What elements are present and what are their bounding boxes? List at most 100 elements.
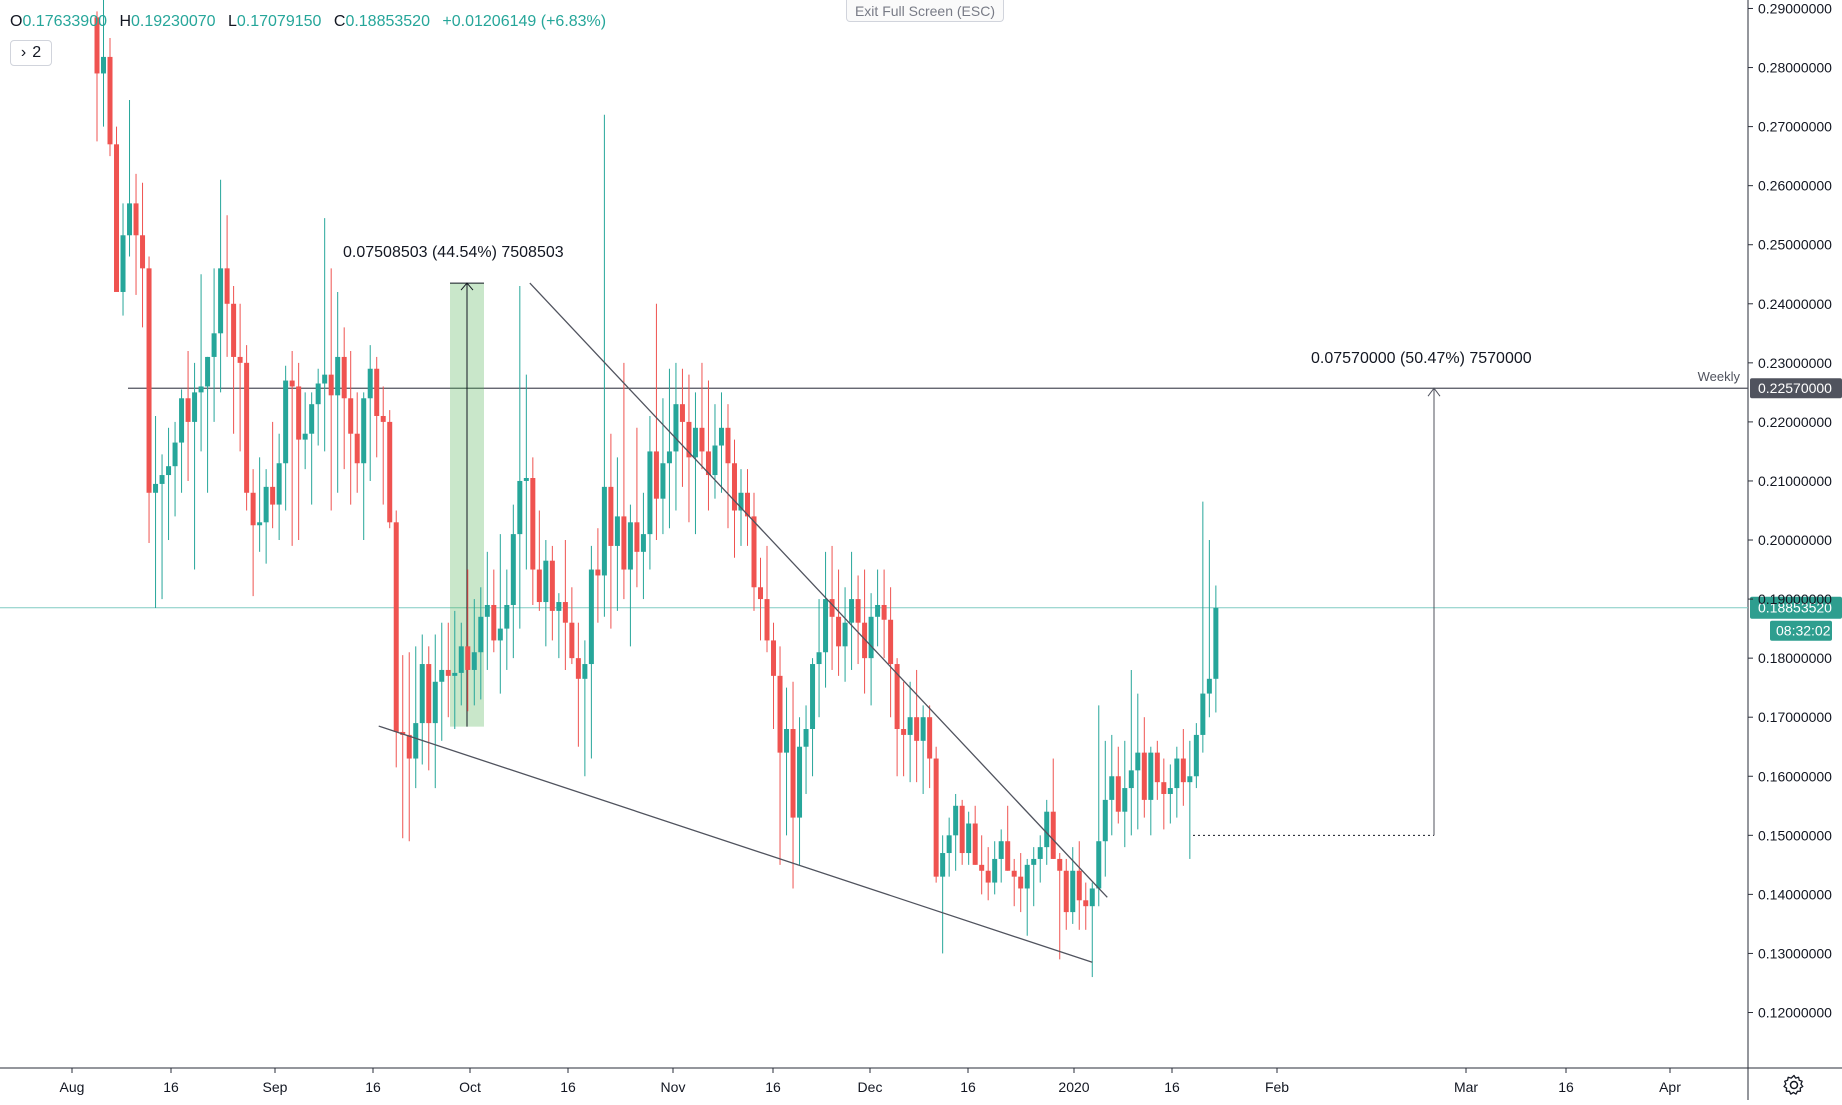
candle[interactable] — [1089, 882, 1095, 978]
candle[interactable] — [354, 392, 360, 493]
candle[interactable] — [400, 655, 406, 839]
candle[interactable] — [244, 345, 250, 511]
candle[interactable] — [907, 681, 913, 783]
candle[interactable] — [888, 587, 894, 718]
candle[interactable] — [419, 634, 425, 765]
candle[interactable] — [940, 835, 946, 954]
candle[interactable] — [894, 658, 900, 777]
candle[interactable] — [250, 469, 256, 597]
candle[interactable] — [862, 569, 868, 694]
candle[interactable] — [1193, 723, 1199, 789]
candle[interactable] — [972, 805, 978, 865]
candle[interactable] — [803, 705, 809, 794]
candle[interactable] — [166, 427, 172, 541]
candle[interactable] — [1187, 740, 1193, 859]
candle[interactable] — [146, 256, 152, 543]
candle[interactable] — [497, 534, 503, 694]
candle[interactable] — [270, 421, 276, 529]
candle[interactable] — [920, 705, 926, 794]
candle[interactable] — [114, 126, 120, 292]
candle[interactable] — [94, 11, 100, 142]
candle[interactable] — [855, 575, 861, 665]
candle[interactable] — [614, 457, 620, 611]
candle[interactable] — [211, 268, 217, 422]
candle[interactable] — [107, 38, 113, 157]
candle[interactable] — [1102, 740, 1108, 877]
candle[interactable] — [842, 587, 848, 682]
candle[interactable] — [692, 392, 698, 535]
candle[interactable] — [1206, 540, 1212, 718]
candle[interactable] — [127, 100, 133, 257]
candle[interactable] — [1083, 882, 1089, 930]
trend-lines[interactable] — [378, 282, 1108, 963]
candle[interactable] — [784, 687, 790, 836]
candle[interactable] — [1135, 693, 1141, 830]
candle[interactable] — [1180, 729, 1186, 806]
candle[interactable] — [478, 587, 484, 700]
candle[interactable] — [185, 351, 191, 481]
candle[interactable] — [712, 404, 718, 499]
candle[interactable] — [1174, 746, 1180, 818]
candle[interactable] — [758, 557, 764, 641]
candle[interactable] — [1076, 841, 1082, 930]
candle[interactable] — [1037, 835, 1043, 883]
candle[interactable] — [875, 569, 881, 647]
candle[interactable] — [458, 622, 464, 706]
candle[interactable] — [953, 793, 959, 871]
candle[interactable] — [224, 215, 230, 357]
candle[interactable] — [1167, 764, 1173, 824]
candle[interactable] — [1005, 805, 1011, 871]
candle[interactable] — [1031, 847, 1037, 907]
candle[interactable] — [718, 392, 724, 493]
candle[interactable] — [523, 374, 529, 570]
candle[interactable] — [484, 551, 490, 670]
candle[interactable] — [348, 351, 354, 505]
candle[interactable] — [361, 392, 367, 541]
candle[interactable] — [777, 646, 783, 865]
gear-icon[interactable] — [1782, 1073, 1806, 1097]
candle[interactable] — [1057, 853, 1063, 960]
candle[interactable] — [315, 368, 321, 446]
candle[interactable] — [237, 303, 243, 452]
candle[interactable] — [927, 705, 933, 789]
candle[interactable] — [205, 356, 211, 493]
candle[interactable] — [881, 569, 887, 659]
candle[interactable] — [627, 504, 633, 647]
candle[interactable] — [198, 274, 204, 452]
candle[interactable] — [640, 492, 646, 600]
candle[interactable] — [432, 634, 438, 789]
candle[interactable] — [504, 569, 510, 670]
candle[interactable] — [621, 362, 627, 600]
candle[interactable] — [439, 622, 445, 741]
candle[interactable] — [849, 551, 855, 670]
candle[interactable] — [556, 593, 562, 659]
candle[interactable] — [1148, 746, 1154, 836]
candle[interactable] — [751, 492, 757, 611]
candle[interactable] — [823, 551, 829, 688]
candle[interactable] — [153, 415, 159, 608]
candle[interactable] — [1213, 585, 1219, 713]
candle[interactable] — [705, 380, 711, 511]
candle[interactable] — [179, 389, 185, 493]
candle[interactable] — [335, 291, 341, 493]
candle[interactable] — [192, 362, 198, 570]
candle[interactable] — [1115, 746, 1121, 824]
candle[interactable] — [406, 652, 412, 842]
candle[interactable] — [829, 545, 835, 670]
candle[interactable] — [901, 681, 907, 777]
candle[interactable] — [966, 811, 972, 865]
candle[interactable] — [549, 545, 555, 641]
candle[interactable] — [393, 510, 399, 768]
candle[interactable] — [133, 173, 139, 295]
candle[interactable] — [810, 658, 816, 777]
candle[interactable] — [588, 545, 594, 759]
candle[interactable] — [582, 640, 588, 777]
candle[interactable] — [530, 457, 536, 605]
candle[interactable] — [647, 415, 653, 570]
candle[interactable] — [231, 286, 237, 434]
candle[interactable] — [1063, 858, 1069, 930]
candle[interactable] — [979, 835, 985, 895]
candle[interactable] — [634, 427, 640, 588]
candle[interactable] — [1128, 669, 1134, 836]
candle[interactable] — [816, 599, 822, 718]
